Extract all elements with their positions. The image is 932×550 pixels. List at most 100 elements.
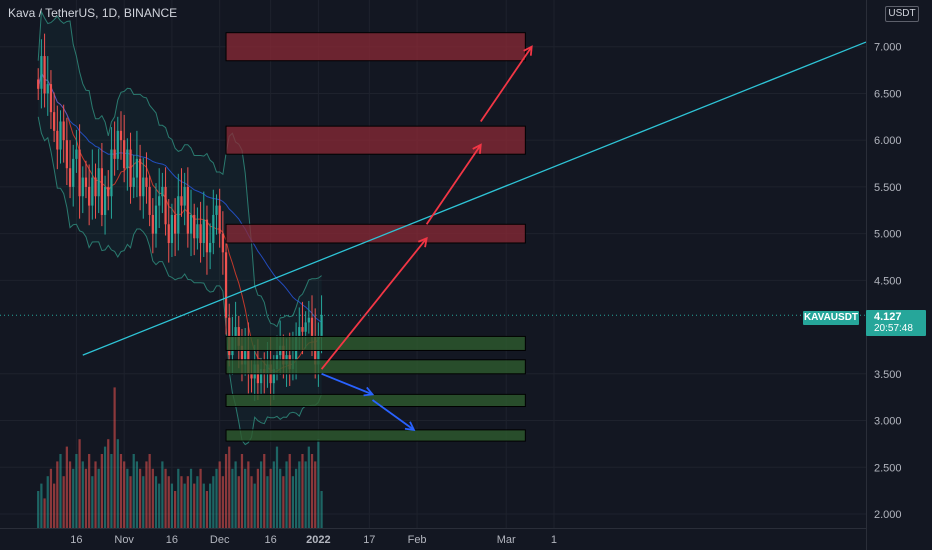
- volume-bar: [151, 468, 154, 528]
- x-tick-label: Mar: [497, 534, 516, 546]
- arrow-up[interactable]: [320, 237, 428, 370]
- support-zone[interactable]: [225, 429, 526, 442]
- volume-bar: [167, 476, 170, 528]
- y-tick-label: 2.500: [874, 462, 902, 474]
- support-zone[interactable]: [225, 359, 526, 375]
- candle-body: [177, 196, 180, 234]
- band-lower: [37, 116, 323, 446]
- candle-body: [135, 158, 139, 178]
- candle-body: [91, 177, 94, 206]
- volume-bar: [240, 454, 244, 528]
- candle-body: [244, 350, 247, 365]
- candle-body: [205, 219, 209, 253]
- candle-body: [173, 214, 177, 234]
- candle-body: [301, 327, 304, 332]
- volume-bar: [202, 483, 205, 528]
- candle-body: [221, 233, 224, 253]
- volume-bar: [161, 461, 164, 528]
- volume-bar: [148, 454, 151, 528]
- volume-bar: [279, 468, 282, 528]
- candle-body: [151, 214, 154, 234]
- volume-bar: [116, 439, 119, 528]
- chart-title: Kava / TetherUS, 1D, BINANCE: [8, 6, 178, 20]
- resistance-zone[interactable]: [225, 32, 526, 62]
- volume-bar: [224, 454, 228, 528]
- volume-bar: [142, 476, 145, 528]
- candle-body: [40, 56, 43, 89]
- candle-body: [88, 186, 91, 206]
- price-scale[interactable]: 7.000 6.500 6.000 5.500 5.000 4.500 3.500 3.000…: [874, 42, 902, 521]
- volume-bar: [103, 446, 107, 528]
- x-tick-label: 1: [551, 534, 557, 546]
- volume-bar: [282, 476, 285, 528]
- currency-button[interactable]: USDT: [885, 6, 919, 22]
- resistance-zone[interactable]: [225, 223, 526, 244]
- candle-body: [107, 186, 110, 197]
- candle-body: [126, 149, 129, 169]
- candle-body: [123, 140, 126, 169]
- candle-body: [240, 345, 244, 365]
- trend-line[interactable]: [82, 41, 867, 356]
- candle-body: [320, 314, 323, 337]
- volume-bar: [119, 454, 123, 528]
- candle-body: [193, 214, 196, 239]
- volume-bar: [304, 461, 307, 528]
- bar-countdown: 20:57:48: [874, 323, 913, 334]
- volume-bar: [237, 476, 240, 528]
- time-scale[interactable]: 16 Nov 16 Dec 16 2022 17 Feb Mar 1: [70, 534, 557, 546]
- arrow-up-head[interactable]: [523, 45, 533, 56]
- volume-bar: [37, 491, 40, 528]
- arrow-up[interactable]: [480, 46, 533, 122]
- candle-body: [132, 177, 135, 187]
- candle-body: [97, 168, 100, 197]
- volume-bar: [269, 468, 272, 528]
- candle-body: [259, 369, 263, 384]
- volume-bar: [199, 468, 202, 528]
- zones[interactable]: [225, 32, 526, 442]
- candle-body: [167, 224, 170, 243]
- candle-body: [103, 186, 107, 215]
- y-tick-label: 6.000: [874, 135, 902, 147]
- volume-bar: [307, 446, 310, 528]
- volume-bar: [43, 498, 46, 528]
- drawings[interactable]: [0, 41, 867, 431]
- volume-bar: [263, 454, 266, 528]
- arrow-up[interactable]: [425, 144, 482, 225]
- arrow-down-head[interactable]: [363, 386, 375, 397]
- volume-bar: [97, 468, 100, 528]
- candle-body: [218, 205, 221, 234]
- price-scale-border: [866, 0, 867, 550]
- volume-bar: [154, 476, 158, 528]
- last-price: 4.127: [874, 311, 902, 323]
- candle-body: [53, 112, 56, 131]
- arrow-down[interactable]: [371, 399, 415, 431]
- candle-body: [161, 186, 164, 197]
- candle-body: [215, 205, 218, 215]
- volume-bar: [145, 461, 148, 528]
- volume-bar: [231, 468, 234, 528]
- volume-bar: [247, 461, 250, 528]
- candle-body: [212, 214, 215, 243]
- band-upper: [37, 9, 322, 328]
- y-tick-label: 5.500: [874, 182, 902, 194]
- candle-body: [209, 242, 212, 253]
- time-scale-border: [0, 528, 866, 529]
- arrow-up-head[interactable]: [472, 143, 482, 154]
- resistance-zone[interactable]: [225, 125, 526, 155]
- candle-body: [234, 327, 237, 337]
- volume-bar: [173, 491, 177, 528]
- volume-bar: [221, 476, 224, 528]
- support-zone[interactable]: [225, 335, 526, 351]
- candle-body: [202, 219, 205, 243]
- volume-bar: [88, 454, 91, 528]
- x-tick-label: 16: [265, 534, 277, 546]
- volume-bar: [186, 476, 189, 528]
- arrow-down[interactable]: [321, 372, 373, 396]
- arrow-down-head[interactable]: [404, 421, 416, 431]
- candle-body: [310, 317, 314, 337]
- support-zone[interactable]: [225, 393, 526, 408]
- volume-bar: [259, 461, 263, 528]
- arrow-up-head[interactable]: [417, 236, 428, 248]
- y-tick-label: 3.000: [874, 416, 902, 428]
